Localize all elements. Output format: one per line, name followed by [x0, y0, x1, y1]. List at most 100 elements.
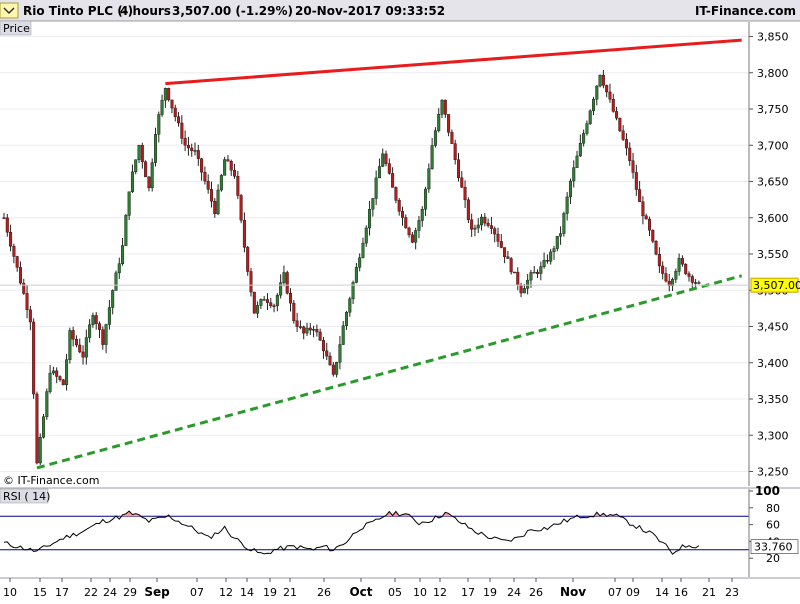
x-tick-label: 21: [283, 586, 297, 599]
candle: [526, 273, 530, 295]
candle: [588, 109, 592, 125]
candle-body: [153, 134, 157, 163]
candle: [147, 176, 151, 192]
x-tick-label: Nov: [560, 585, 586, 599]
candle-body: [618, 117, 622, 132]
candle-body: [394, 187, 398, 201]
candle-body: [361, 242, 365, 258]
candle: [470, 213, 474, 237]
x-tick-label: 23: [725, 586, 739, 599]
collapse-icon[interactable]: [0, 2, 19, 19]
candle-body: [295, 320, 299, 327]
candle: [9, 224, 13, 252]
candle-body: [239, 195, 243, 221]
candle: [285, 270, 289, 295]
candle: [572, 160, 576, 188]
candle-body: [447, 114, 451, 133]
candle: [246, 245, 250, 276]
candle-body: [631, 160, 635, 173]
candle-body: [335, 361, 339, 375]
candle-body: [312, 329, 316, 331]
candle-body: [430, 145, 434, 169]
timeframe-label[interactable]: 4 hours: [120, 4, 171, 18]
candle: [216, 184, 220, 216]
candle: [137, 144, 141, 163]
price-tick-label: 3,350: [757, 393, 789, 406]
candle: [130, 164, 134, 194]
candle: [555, 236, 559, 252]
candle-body: [608, 91, 612, 100]
candle-body: [15, 256, 19, 268]
candle: [427, 163, 431, 193]
candle: [381, 148, 385, 168]
candle: [269, 297, 273, 309]
candle-body: [45, 391, 49, 417]
candle: [476, 218, 480, 234]
x-tick-label: 24: [507, 586, 521, 599]
candle-body: [400, 211, 404, 218]
candle-body: [456, 159, 460, 178]
price-tick-label: 3,650: [757, 176, 789, 189]
candle: [190, 143, 194, 157]
candle-body: [249, 271, 253, 293]
candle: [279, 274, 283, 299]
candle: [384, 150, 388, 167]
candle-body: [305, 327, 309, 334]
candle: [417, 215, 421, 239]
candle-body: [552, 248, 556, 253]
candle: [677, 253, 681, 276]
candle: [661, 261, 665, 280]
candle: [249, 268, 253, 297]
candle-body: [532, 271, 536, 274]
candle-body: [489, 225, 493, 229]
candle: [542, 252, 546, 269]
brand-label: IT-Finance.com: [695, 4, 796, 18]
candle-body: [463, 187, 467, 201]
candle-body: [48, 372, 52, 392]
rsi-line: [3, 510, 700, 555]
candle-body: [486, 222, 490, 226]
candle-body: [391, 173, 395, 188]
candle-body: [638, 189, 642, 202]
candle-body: [38, 436, 42, 464]
candle: [12, 243, 16, 264]
candle: [499, 234, 503, 249]
candle-body: [68, 330, 72, 360]
candle: [335, 361, 339, 378]
candle-body: [674, 271, 678, 280]
candle: [28, 305, 32, 331]
candle-body: [384, 153, 388, 164]
candle-body: [539, 266, 543, 274]
candle: [539, 261, 543, 281]
candle-body: [285, 272, 289, 294]
candle: [144, 160, 148, 178]
candle-body: [137, 145, 141, 160]
candle: [443, 99, 447, 118]
x-tick-label: 07: [608, 586, 622, 599]
candle-body: [522, 288, 526, 294]
candle-body: [252, 291, 256, 314]
candle-body: [259, 299, 263, 306]
candle: [407, 226, 411, 238]
candle: [173, 104, 177, 122]
candle-body: [98, 323, 102, 330]
candle: [391, 167, 395, 188]
instrument-title: Rio Tinto PLC (-): [23, 4, 133, 18]
candle: [150, 158, 154, 192]
x-tick-label: Oct: [349, 585, 372, 599]
candle-body: [387, 163, 391, 174]
x-tick-label: 17: [55, 586, 69, 599]
candle-body: [5, 217, 9, 233]
candle-body: [628, 147, 632, 162]
candle-body: [236, 175, 240, 196]
candle: [512, 271, 516, 274]
candle-body: [592, 99, 596, 112]
candle-body: [275, 294, 279, 307]
candle: [605, 84, 609, 98]
candle-body: [496, 233, 500, 242]
x-tick-label: 05: [388, 586, 402, 599]
chevron-down-icon: [3, 7, 15, 15]
candle-body: [315, 329, 319, 333]
candle-body: [341, 325, 345, 345]
candle-body: [443, 99, 447, 115]
